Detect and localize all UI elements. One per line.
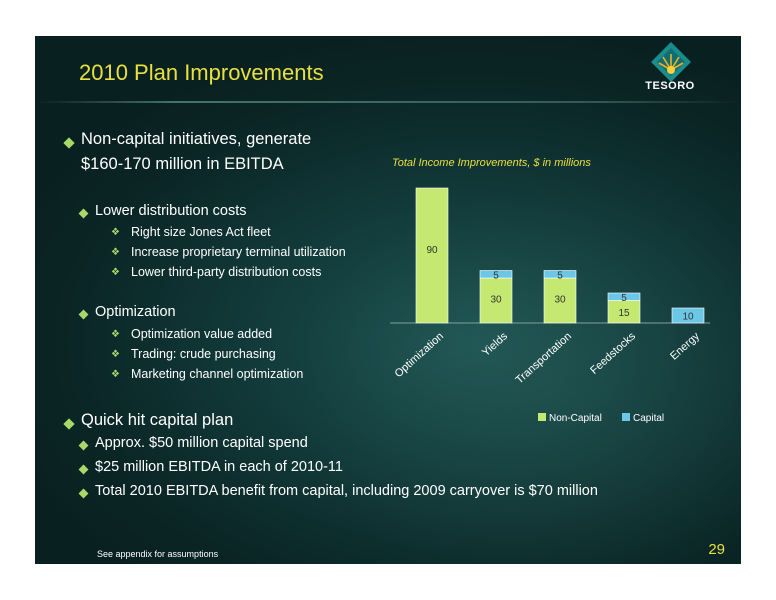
- bullet-capital-item: Approx. $50 million capital spend: [95, 435, 308, 451]
- tesoro-logo-icon: [651, 42, 691, 82]
- data-label: 90: [426, 245, 438, 256]
- bullet-diamond-icon: [63, 418, 75, 430]
- bar-capital: [671, 307, 705, 324]
- chart-title: Total Income Improvements, $ in millions: [392, 157, 591, 169]
- x-tick-label: Energy: [668, 330, 702, 363]
- bar-capital: [607, 292, 641, 301]
- bullet-optimization-item: Optimization value added: [131, 327, 273, 341]
- bullet-star-icon: ❖: [111, 247, 120, 258]
- bullet-diamond-icon: [78, 208, 89, 219]
- bullet-distribution-item: Lower third-party distribution costs: [131, 265, 322, 279]
- bullet-noncapital-line1: Non-capital initiatives, generate: [81, 130, 312, 148]
- bullet-star-icon: ❖: [111, 227, 120, 238]
- x-tick-label: Feedstocks: [588, 330, 638, 377]
- bullet-diamond-icon: [78, 488, 89, 499]
- bullet-capital-item: Total 2010 EBITDA benefit from capital, …: [95, 483, 598, 499]
- data-label: 30: [554, 294, 566, 305]
- data-label: 5: [557, 271, 563, 282]
- bullet-diamond-icon: [78, 464, 89, 475]
- x-tick-label: Transportation: [514, 330, 574, 386]
- bullet-star-icon: ❖: [111, 349, 120, 360]
- bullet-distribution-item: Increase proprietary terminal utilizatio…: [131, 245, 346, 259]
- x-tick-label: Optimization: [393, 330, 446, 380]
- bullet-noncapital-line2: $160-170 million in EBITDA: [81, 155, 284, 173]
- bar-capital: [543, 270, 577, 279]
- bullet-diamond-icon: [78, 309, 89, 320]
- income-improvements-chart: 90 Optimization 30 5 Yields 30 5 Transportation…: [390, 187, 710, 424]
- slide-title: 2010 Plan Improvements: [79, 60, 324, 85]
- data-label: 15: [618, 308, 630, 319]
- bullet-optimization-item: Trading: crude purchasing: [131, 347, 276, 361]
- legend-label: Non-Capital: [549, 413, 602, 424]
- bullet-distribution: Lower distribution costs: [95, 203, 247, 219]
- bullet-star-icon: ❖: [111, 267, 120, 278]
- bullet-star-icon: ❖: [111, 369, 120, 380]
- slide: 2010 Plan Improvements TESORO Non-capita…: [35, 36, 741, 564]
- logo-text: TESORO: [645, 80, 695, 92]
- data-label: 5: [621, 293, 627, 304]
- data-label: 10: [682, 312, 694, 323]
- bullet-diamond-icon: [63, 137, 75, 149]
- data-label: 5: [493, 271, 499, 282]
- bullet-capital-item: $25 million EBITDA in each of 2010-11: [95, 459, 343, 475]
- footnote: See appendix for assumptions: [97, 549, 219, 559]
- legend-swatch: [622, 413, 630, 421]
- bullet-star-icon: ❖: [111, 329, 120, 340]
- title-divider: [35, 101, 741, 103]
- bullet-diamond-icon: [78, 440, 89, 451]
- bar-non-capital: [479, 277, 513, 324]
- bullet-quick-hit: Quick hit capital plan: [81, 411, 234, 429]
- legend-label: Capital: [633, 413, 664, 424]
- legend-swatch: [538, 413, 546, 421]
- x-tick-label: Yields: [480, 330, 510, 359]
- bar-non-capital: [543, 277, 577, 324]
- bullet-distribution-item: Right size Jones Act fleet: [131, 225, 271, 239]
- bar-non-capital: [415, 187, 449, 324]
- bar-capital: [479, 270, 513, 279]
- bullet-optimization-item: Marketing channel optimization: [131, 367, 304, 381]
- data-label: 30: [490, 294, 502, 305]
- page-number: 29: [708, 541, 725, 558]
- bullet-optimization: Optimization: [95, 304, 176, 320]
